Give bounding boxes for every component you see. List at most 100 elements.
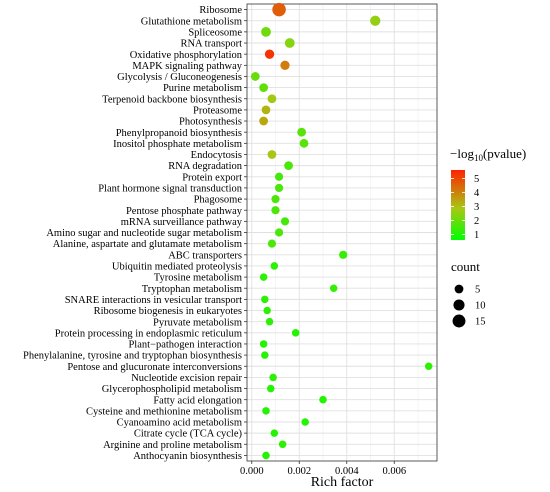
data-point	[280, 60, 290, 70]
y-tick-label: RNA transport	[180, 39, 242, 50]
y-tick-label: Citrate cycle (TCA cycle)	[134, 429, 243, 440]
data-point	[267, 150, 277, 159]
size-legend-label: 10	[475, 301, 486, 312]
y-tick-label: Purine metabolism	[163, 83, 242, 94]
data-point	[262, 451, 270, 460]
data-point	[259, 83, 269, 92]
data-point	[339, 250, 348, 259]
data-point	[263, 306, 271, 315]
data-point	[424, 362, 433, 371]
y-tick-label: Ubiquitin mediated proteolysis	[112, 262, 242, 273]
data-point	[280, 217, 290, 226]
y-tick-label: Arginine and proline metabolism	[103, 440, 242, 451]
x-axis-title: Rich factor	[311, 475, 374, 490]
data-point	[274, 228, 284, 237]
data-point	[274, 172, 284, 181]
y-tick-label: Ribosome biogenesis in eukaryotes	[94, 306, 242, 317]
y-tick-label: Pentose and glucuronate interconversions	[67, 362, 242, 373]
color-legend-title-suffix: (pvalue)	[483, 146, 526, 161]
data-point	[267, 239, 277, 248]
y-tick-label: Glutathione metabolism	[141, 16, 242, 27]
color-legend-tick-label: 3	[474, 202, 479, 213]
y-tick-label: ABC transporters	[168, 250, 242, 261]
color-legend-tick-label: 5	[474, 174, 479, 185]
data-point	[274, 183, 284, 193]
y-tick-label: Cysteine and methionine metabolism	[86, 406, 242, 417]
data-point	[269, 373, 277, 382]
size-legend-symbol	[452, 314, 466, 328]
y-tick-label: Endocytosis	[191, 150, 242, 161]
y-tick-label: Pentose phosphate pathway	[126, 206, 243, 217]
data-point	[329, 284, 338, 292]
data-point	[259, 273, 268, 281]
data-point	[291, 329, 300, 337]
x-tick-label: 0.002	[287, 466, 311, 477]
data-point	[284, 161, 293, 171]
y-tick-label: Protein export	[182, 172, 242, 183]
data-point	[319, 395, 327, 404]
color-legend-title-prefix: −log	[450, 146, 474, 161]
size-legend-title: count	[451, 259, 480, 274]
y-tick-label: Tyrosine metabolism	[154, 273, 242, 284]
y-tick-label: Photosynthesis	[179, 117, 242, 128]
size-legend-symbol	[453, 299, 465, 311]
size-legend-items: 5 10 15	[452, 284, 486, 328]
data-point	[272, 2, 286, 17]
data-point	[259, 340, 268, 348]
y-tick-label: Phenylalanine, tyrosine and tryptophan b…	[23, 351, 242, 362]
x-tick-label: 0.006	[382, 466, 406, 477]
y-tick-label: Anthocyanin biosynthesis	[133, 451, 242, 462]
x-tick-label: 0.000	[240, 466, 264, 477]
y-tick-label: SNARE interactions in vesicular transpor…	[65, 295, 242, 306]
data-point	[259, 116, 269, 126]
y-tick-label: Tryptophan metabolism	[142, 284, 242, 295]
color-legend-title-sub: 10	[474, 153, 484, 163]
size-legend-symbol	[454, 284, 464, 294]
data-point	[250, 72, 260, 81]
y-tick-label: Spliceosome	[188, 27, 242, 38]
x-tick-label: 0.004	[335, 466, 359, 477]
y-tick-label: MAPK signaling pathway	[132, 61, 242, 72]
data-point	[284, 38, 295, 48]
y-tick-label: Phagosome	[194, 195, 243, 206]
x-axis-ticks: 0.000 0.002 0.004 0.006	[240, 461, 406, 477]
y-tick-label: Oxidative phosphorylation	[130, 50, 243, 61]
data-point	[261, 295, 269, 304]
data-point	[266, 384, 275, 393]
data-point	[261, 26, 271, 37]
y-tick-label: mRNA surveillance pathway	[121, 217, 243, 228]
data-point	[271, 206, 280, 215]
color-legend-ticks: 1 2 3 4 5	[451, 174, 480, 241]
y-tick-label: Glycolysis / Gluconeogenesis	[117, 72, 242, 83]
data-point	[301, 418, 309, 426]
y-tick-label: Fatty acid elongation	[153, 395, 242, 406]
y-tick-label: Pyruvate metabolism	[153, 317, 242, 328]
data-point	[270, 429, 279, 437]
y-tick-label: Ribosome	[199, 5, 242, 16]
y-axis-ticks	[244, 9, 247, 456]
y-tick-label: Cyanoamino acid metabolism	[117, 418, 242, 429]
data-point	[270, 262, 279, 270]
size-legend-label: 5	[475, 285, 480, 296]
y-tick-label: RNA degradation	[168, 161, 243, 172]
y-tick-label: Phenylpropanoid biosynthesis	[116, 128, 242, 139]
color-legend-bar	[451, 170, 465, 240]
data-point	[297, 127, 307, 137]
size-legend-label: 15	[475, 317, 486, 328]
color-legend: −log10(pvalue) 1 2 3 4 5	[450, 146, 526, 241]
y-tick-label: Plant−pathogen interaction	[128, 340, 242, 351]
data-points	[250, 2, 433, 460]
y-tick-label: Terpenoid backbone biosynthesis	[102, 94, 242, 105]
data-point	[261, 351, 269, 359]
data-point	[265, 317, 274, 326]
y-tick-label: Plant hormone signal transduction	[98, 184, 243, 195]
y-tick-label: Inositol phosphate metabolism	[113, 139, 242, 150]
data-point	[370, 15, 381, 26]
y-tick-label: Nucleotide excision repair	[131, 373, 242, 384]
data-point	[278, 440, 287, 449]
y-tick-label: Alanine, aspartate and glutamate metabol…	[53, 239, 242, 250]
color-legend-tick-label: 1	[474, 230, 479, 241]
data-point	[262, 407, 270, 415]
data-point	[299, 138, 309, 148]
